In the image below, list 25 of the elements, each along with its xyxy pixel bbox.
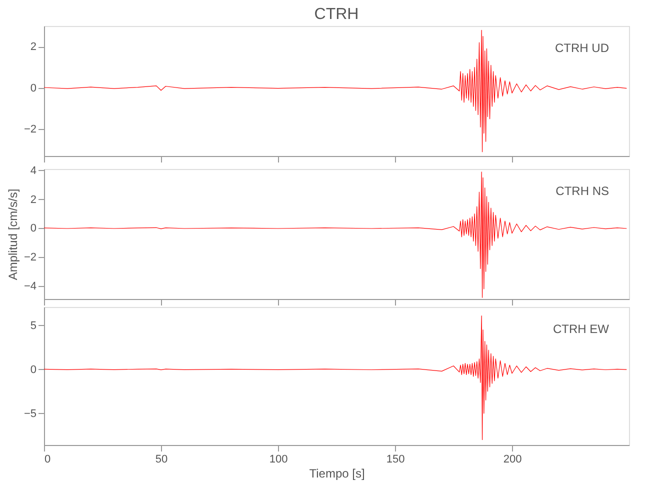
y-tick-label: −2 (24, 252, 36, 264)
chart-title: CTRH (314, 6, 359, 23)
y-tick-label: 2 (30, 194, 36, 206)
x-tick-label: 150 (386, 454, 405, 466)
y-tick-label: 0 (30, 364, 36, 376)
y-axis-title: Amplitud [cm/s/s] (6, 188, 20, 280)
line-series (44, 172, 627, 298)
y-tick-label: 4 (30, 164, 36, 177)
y-tick-label: 0 (30, 82, 36, 94)
y-tick-label: −5 (24, 408, 36, 420)
line-series (44, 30, 627, 152)
annotation: CTRH NS (556, 184, 609, 198)
y-tick-label: 0 (30, 222, 36, 235)
x-tick-label: 0 (44, 454, 51, 466)
annotation: CTRH UD (555, 41, 610, 55)
x-tick-label: 200 (503, 454, 522, 466)
annotation: CTRH EW (553, 322, 610, 336)
y-tick-label: 5 (30, 320, 36, 332)
y-tick-label: 2 (30, 41, 36, 54)
x-axis-title: Tiempo [s] (309, 466, 365, 480)
y-tick-label: −2 (24, 124, 36, 136)
line-series (44, 315, 627, 440)
x-tick-label: 50 (155, 454, 168, 466)
y-tick-label: −4 (24, 280, 36, 292)
x-tick-label: 100 (269, 454, 288, 466)
